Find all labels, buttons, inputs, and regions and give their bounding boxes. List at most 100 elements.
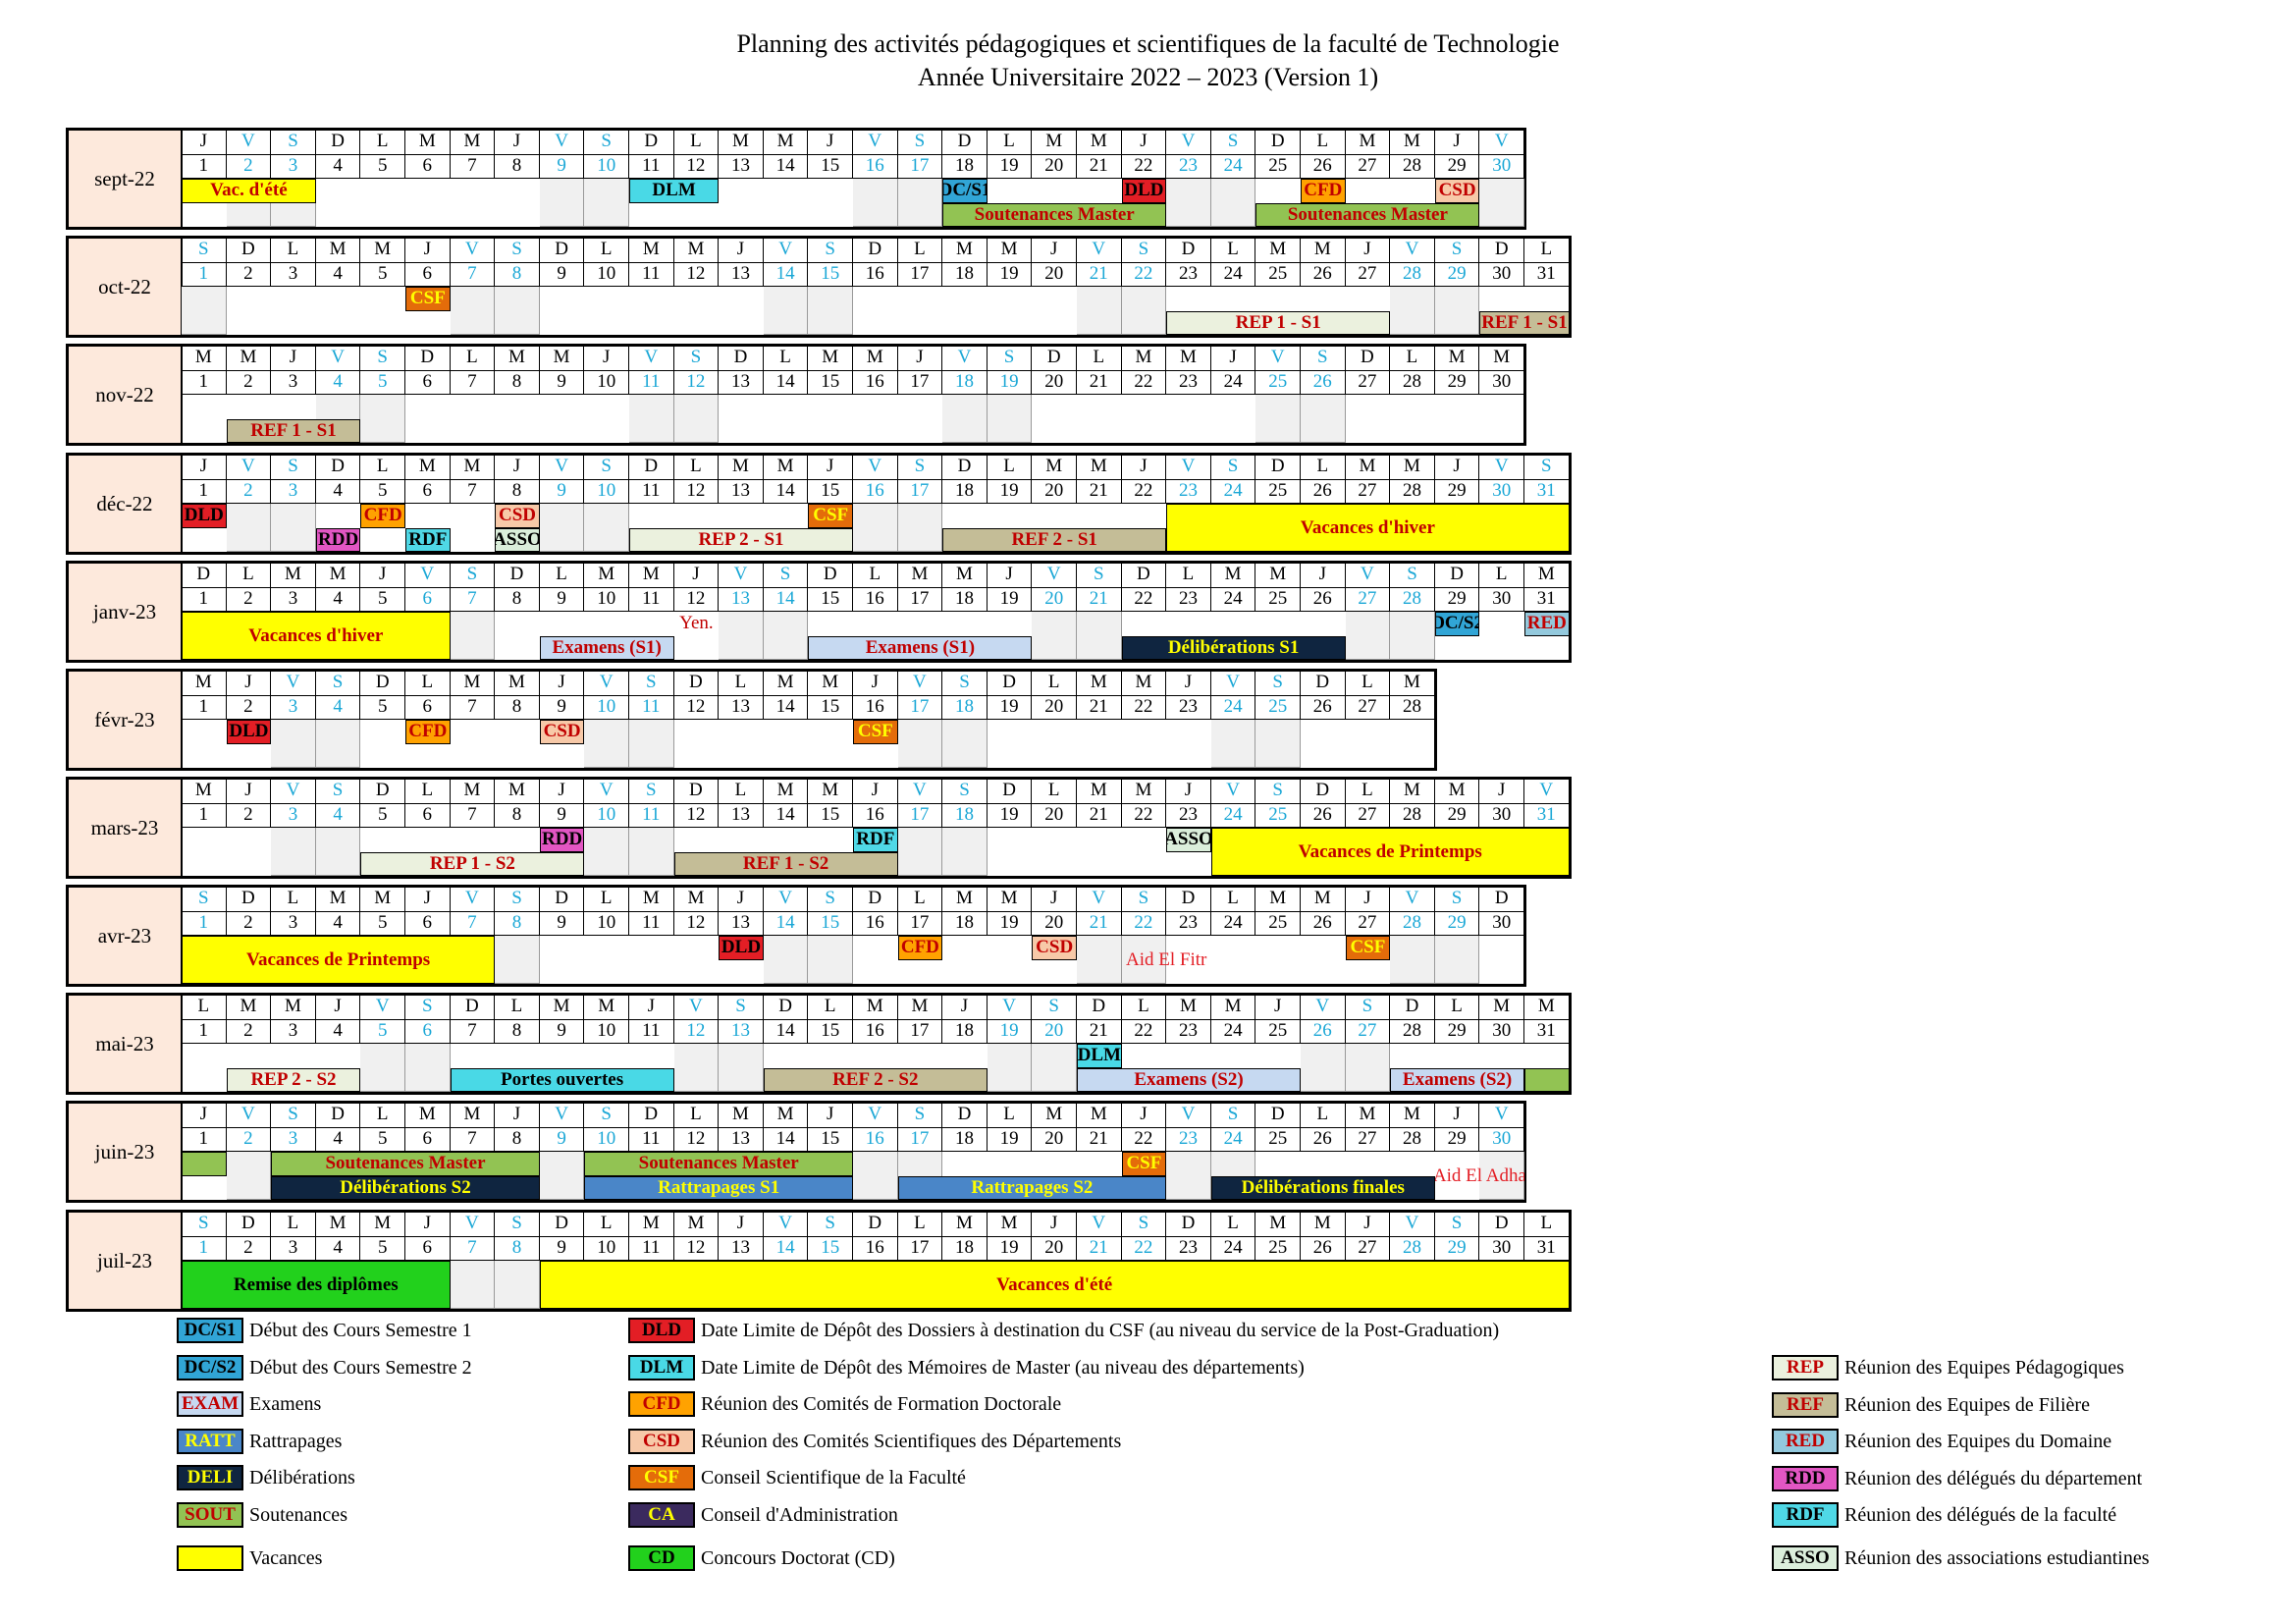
day-letter: S xyxy=(1301,347,1346,371)
day-letter: J xyxy=(584,347,629,371)
day-number: 24 xyxy=(1210,155,1256,179)
day-letter: V xyxy=(539,1104,585,1128)
weekend-shade xyxy=(226,504,272,552)
calendar-event: Soutenances Master xyxy=(942,202,1167,227)
day-number: 21 xyxy=(1077,1020,1122,1044)
weekend-shade xyxy=(673,395,720,443)
day-number: 26 xyxy=(1301,480,1346,504)
day-number: 18 xyxy=(942,804,988,828)
day-number: 24 xyxy=(1210,480,1256,504)
day-letter: M xyxy=(763,1104,809,1128)
day-number: 2 xyxy=(226,588,272,612)
day-letter: M xyxy=(942,1213,988,1237)
day-number: 4 xyxy=(315,588,361,612)
day-letter: J xyxy=(719,1213,764,1237)
day-letter: L xyxy=(763,347,809,371)
day-letter: J xyxy=(539,672,585,696)
weekend-shade xyxy=(1166,1152,1211,1200)
day-number: 5 xyxy=(360,1020,405,1044)
day-number: 30 xyxy=(1479,263,1524,287)
legend-item: REF Réunion des Equipes de Filière xyxy=(1772,1391,2090,1418)
month-block: mai-23 L 1 M 2 M 3 J 4 V 5 S 6 D 7 L 8 M 9 M 10 J 11 V 12 S 13 D 14 L… xyxy=(66,993,1572,1095)
day-number: 31 xyxy=(1524,1020,1570,1044)
weekend-shade xyxy=(539,179,585,227)
day-letter: M xyxy=(360,1213,405,1237)
day-letter: S xyxy=(182,1213,227,1237)
day-number: 4 xyxy=(315,155,361,179)
day-number: 22 xyxy=(1121,155,1167,179)
legend-swatch: CSF xyxy=(628,1465,695,1491)
legend-item: DLD Date Limite de Dépôt des Dossiers à d… xyxy=(628,1318,1499,1343)
day-letter: L xyxy=(1524,1213,1570,1237)
day-number: 18 xyxy=(942,912,988,936)
day-letter: V xyxy=(1255,347,1301,371)
legend-item: SOUT Soutenances xyxy=(177,1502,347,1528)
legend-text: Concours Doctorat (CD) xyxy=(701,1546,895,1569)
day-number: 27 xyxy=(1345,263,1391,287)
day-number: 11 xyxy=(629,371,674,395)
day-letter: M xyxy=(987,1213,1033,1237)
day-letter: V xyxy=(539,456,585,480)
day-letter: M xyxy=(1077,456,1122,480)
weekend-shade xyxy=(987,1044,1033,1092)
day-letter: D xyxy=(450,996,496,1020)
day-number: 11 xyxy=(629,1128,674,1152)
day-number: 3 xyxy=(271,263,316,287)
calendar-event: Délibérations S1 xyxy=(1121,635,1346,660)
day-number: 8 xyxy=(495,912,540,936)
day-letter: L xyxy=(808,996,853,1020)
day-letter: S xyxy=(1121,239,1167,263)
calendar-event: Rattrapages S1 xyxy=(584,1175,853,1200)
day-number: 23 xyxy=(1166,804,1211,828)
day-number: 20 xyxy=(1032,480,1077,504)
day-letter: L xyxy=(1345,672,1391,696)
day-letter: M xyxy=(405,1104,451,1128)
day-letter: D xyxy=(629,1104,674,1128)
weekend-shade xyxy=(763,936,809,984)
weekend-shade xyxy=(942,395,988,443)
day-letter: V xyxy=(1524,780,1570,804)
calendar-event: REP 2 - S1 xyxy=(629,527,853,552)
day-letter: D xyxy=(673,672,720,696)
day-letter: S xyxy=(987,347,1033,371)
day-letter: J xyxy=(495,131,540,155)
legend-item: CSF Conseil Scientifique de la Faculté xyxy=(628,1465,966,1491)
day-letter: S xyxy=(629,672,674,696)
day-number: 7 xyxy=(450,1237,496,1261)
day-number: 16 xyxy=(853,480,898,504)
day-letter: M xyxy=(495,347,540,371)
month-label: mai-23 xyxy=(69,996,183,1092)
day-letter: M xyxy=(450,780,496,804)
day-letter: M xyxy=(942,564,988,588)
calendar-event: Yen. xyxy=(679,613,714,634)
day-number: 12 xyxy=(673,804,720,828)
day-number: 9 xyxy=(539,588,585,612)
month-block: juin-23 J 1 V 2 S 3 D 4 L 5 M 6 M 7 J 8 V 9 S 10 D 11 L 12 M 13 M 14… xyxy=(66,1101,1526,1203)
day-number: 3 xyxy=(271,912,316,936)
day-letter: M xyxy=(629,564,674,588)
day-letter: L xyxy=(897,888,943,912)
day-number: 20 xyxy=(1032,588,1077,612)
day-number: 3 xyxy=(271,480,316,504)
day-number: 25 xyxy=(1255,1128,1301,1152)
day-number: 15 xyxy=(808,804,853,828)
day-number: 3 xyxy=(271,804,316,828)
day-letter: D xyxy=(1121,564,1167,588)
day-number: 2 xyxy=(226,804,272,828)
day-number: 11 xyxy=(629,912,674,936)
weekend-shade xyxy=(1077,287,1122,335)
calendar-event: RDF xyxy=(405,527,451,552)
weekend-shade xyxy=(584,828,629,876)
day-number: 16 xyxy=(853,588,898,612)
weekend-shade xyxy=(226,1152,272,1200)
day-number: 13 xyxy=(719,588,764,612)
calendar-event: CSD xyxy=(539,720,585,744)
day-letter: L xyxy=(719,780,764,804)
day-number: 6 xyxy=(405,480,451,504)
day-number: 1 xyxy=(182,371,227,395)
day-letter: M xyxy=(1255,1213,1301,1237)
day-letter: S xyxy=(763,564,809,588)
day-number: 1 xyxy=(182,263,227,287)
day-number: 23 xyxy=(1166,1128,1211,1152)
day-number: 11 xyxy=(629,1237,674,1261)
